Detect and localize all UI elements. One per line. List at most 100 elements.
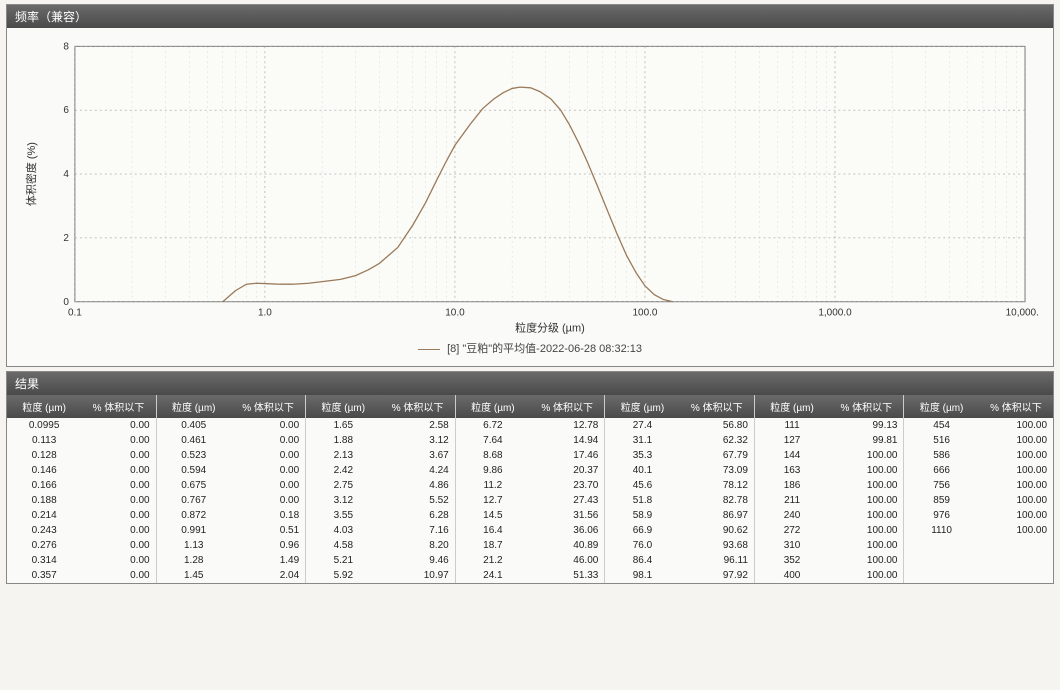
cell-pct: 0.00 — [231, 478, 305, 493]
cell-size: 98.1 — [605, 568, 679, 583]
table-row: 5.219.46 — [306, 553, 455, 568]
cell-size: 5.92 — [306, 568, 380, 583]
cell-pct: 3.12 — [380, 433, 454, 448]
table-row: 0.4050.00 — [157, 418, 306, 433]
results-column: 粒度 (µm)% 体积以下0.09950.000.1130.000.1280.0… — [7, 395, 157, 583]
chart-panel-title: 频率（兼容） — [7, 5, 1053, 28]
table-row: 0.4610.00 — [157, 433, 306, 448]
table-row: 4.588.20 — [306, 538, 455, 553]
cell-pct: 0.00 — [231, 448, 305, 463]
cell-size: 9.86 — [456, 463, 530, 478]
cell-size: 18.7 — [456, 538, 530, 553]
table-row: 186100.00 — [755, 478, 904, 493]
cell-pct: 0.00 — [81, 418, 155, 433]
header-size: 粒度 (µm) — [456, 395, 530, 418]
cell-pct: 23.70 — [530, 478, 604, 493]
cell-size: 516 — [904, 433, 978, 448]
cell-size: 976 — [904, 508, 978, 523]
table-row: 1110100.00 — [904, 523, 1053, 538]
cell-size: 12.7 — [456, 493, 530, 508]
header-pct: % 体积以下 — [81, 395, 155, 418]
cell-size: 0.675 — [157, 478, 231, 493]
cell-pct: 100.00 — [829, 463, 903, 478]
table-row: 0.1880.00 — [7, 493, 156, 508]
cell-pct: 100.00 — [829, 553, 903, 568]
header-size: 粒度 (µm) — [904, 395, 978, 418]
cell-pct: 78.12 — [680, 478, 754, 493]
cell-pct: 73.09 — [680, 463, 754, 478]
header-pct: % 体积以下 — [380, 395, 454, 418]
cell-pct: 27.43 — [530, 493, 604, 508]
cell-size: 2.42 — [306, 463, 380, 478]
column-header: 粒度 (µm)% 体积以下 — [755, 395, 904, 418]
cell-pct: 1.49 — [231, 553, 305, 568]
column-header: 粒度 (µm)% 体积以下 — [904, 395, 1053, 418]
svg-text:8: 8 — [63, 41, 69, 52]
cell-pct: 96.11 — [680, 553, 754, 568]
distribution-chart: 024680.11.010.0100.01,000.010,000.0粒度分级 … — [21, 38, 1039, 338]
table-row: 666100.00 — [904, 463, 1053, 478]
cell-pct: 20.37 — [530, 463, 604, 478]
svg-text:0: 0 — [63, 297, 69, 308]
table-row: 14.531.56 — [456, 508, 605, 523]
cell-size: 586 — [904, 448, 978, 463]
svg-text:1.0: 1.0 — [258, 308, 272, 319]
cell-pct: 7.16 — [380, 523, 454, 538]
table-row: 76.093.68 — [605, 538, 754, 553]
table-row: 0.7670.00 — [157, 493, 306, 508]
cell-pct: 0.00 — [81, 493, 155, 508]
svg-text:6: 6 — [63, 105, 69, 116]
table-row: 7.6414.94 — [456, 433, 605, 448]
table-row: 3.556.28 — [306, 508, 455, 523]
table-row: 0.1660.00 — [7, 478, 156, 493]
cell-size: 111 — [755, 418, 829, 433]
cell-size: 4.03 — [306, 523, 380, 538]
header-pct: % 体积以下 — [231, 395, 305, 418]
table-row: 2.133.67 — [306, 448, 455, 463]
table-row: 586100.00 — [904, 448, 1053, 463]
cell-pct: 100.00 — [979, 493, 1053, 508]
cell-size: 2.75 — [306, 478, 380, 493]
table-row: 4.037.16 — [306, 523, 455, 538]
cell-pct: 46.00 — [530, 553, 604, 568]
cell-size: 0.872 — [157, 508, 231, 523]
table-row: 98.197.92 — [605, 568, 754, 583]
cell-pct: 5.52 — [380, 493, 454, 508]
table-row: 1.281.49 — [157, 553, 306, 568]
table-row: 16.436.06 — [456, 523, 605, 538]
results-column: 粒度 (µm)% 体积以下454100.00516100.00586100.00… — [904, 395, 1053, 583]
svg-text:4: 4 — [63, 169, 69, 180]
cell-size: 666 — [904, 463, 978, 478]
cell-size: 21.2 — [456, 553, 530, 568]
cell-pct: 0.51 — [231, 523, 305, 538]
cell-size: 0.128 — [7, 448, 81, 463]
table-row: 24.151.33 — [456, 568, 605, 583]
cell-pct: 9.46 — [380, 553, 454, 568]
table-row: 31.162.32 — [605, 433, 754, 448]
cell-pct: 36.06 — [530, 523, 604, 538]
table-row: 51.882.78 — [605, 493, 754, 508]
table-row: 0.2430.00 — [7, 523, 156, 538]
cell-pct: 93.68 — [680, 538, 754, 553]
cell-pct: 97.92 — [680, 568, 754, 583]
header-size: 粒度 (µm) — [755, 395, 829, 418]
svg-text:粒度分级 (µm): 粒度分级 (µm) — [515, 321, 585, 335]
column-header: 粒度 (µm)% 体积以下 — [7, 395, 156, 418]
cell-size: 0.243 — [7, 523, 81, 538]
cell-size: 27.4 — [605, 418, 679, 433]
results-panel-title: 结果 — [7, 372, 1053, 395]
table-row: 11.223.70 — [456, 478, 605, 493]
cell-size: 211 — [755, 493, 829, 508]
table-row: 310100.00 — [755, 538, 904, 553]
cell-size: 11.2 — [456, 478, 530, 493]
cell-size: 859 — [904, 493, 978, 508]
table-row: 5.9210.97 — [306, 568, 455, 583]
table-row: 1.130.96 — [157, 538, 306, 553]
cell-pct: 100.00 — [979, 523, 1053, 538]
cell-size: 6.72 — [456, 418, 530, 433]
header-size: 粒度 (µm) — [7, 395, 81, 418]
cell-size: 0.594 — [157, 463, 231, 478]
cell-pct: 17.46 — [530, 448, 604, 463]
results-column: 粒度 (µm)% 体积以下6.7212.787.6414.948.6817.46… — [456, 395, 606, 583]
cell-size: 400 — [755, 568, 829, 583]
